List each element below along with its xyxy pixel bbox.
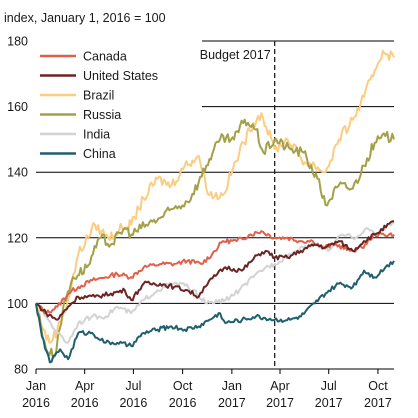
x-tick-labels: Jan 2016 Apr 2016 Jul 2016 Oct 2016 Jan 2017 Apr 20… [22, 379, 392, 410]
series-lines [35, 49, 395, 364]
y-tick-label-80: 80 [14, 363, 28, 377]
y-tick-label-160: 160 [7, 100, 28, 114]
series-line-brazil [35, 49, 395, 344]
series-line-china [35, 260, 395, 364]
legend-label-united-states: United States [83, 69, 158, 83]
x-tick-label-2016-04-01-month: Apr [75, 379, 94, 393]
y-tick-label-120: 120 [7, 231, 28, 245]
x-tick-label-2017-07-01-month: Jul [321, 379, 337, 393]
y-tick-labels: 100 120 140 160 180 80 [7, 35, 28, 377]
legend-label-brazil: Brazil [83, 89, 114, 103]
x-tick-label-2016-10-01-month: Oct [173, 379, 193, 393]
y-unit-label: index, January 1, 2016 = 100 [4, 11, 166, 25]
budget-annotation: Budget 2017 [200, 41, 276, 369]
x-tick-label-2016-01-01-year: 2016 [22, 396, 50, 410]
x-tick-label-2017-07-01-year: 2017 [315, 396, 343, 410]
x-tick-label-2017-10-01-month: Oct [368, 379, 388, 393]
x-tick-label-2016-04-01-year: 2016 [71, 396, 99, 410]
x-tick-label-2017-10-01-year: 2017 [364, 396, 392, 410]
series-line-united-states [35, 220, 395, 321]
x-tick-label-2016-01-01-month: Jan [26, 379, 46, 393]
x-tick-label-2016-07-01-month: Jul [125, 379, 141, 393]
legend-label-china: China [83, 147, 116, 161]
series-line-russia [35, 118, 395, 360]
x-tick-label-2016-07-01-year: 2016 [119, 396, 147, 410]
x-tick-label-2017-01-01-month: Jan [222, 379, 242, 393]
x-tick-label-2017-04-01-year: 2017 [266, 396, 294, 410]
x-tick-label-2017-01-01-year: 2017 [218, 396, 246, 410]
budget-2017-label: Budget 2017 [200, 48, 271, 62]
legend-label-russia: Russia [83, 108, 121, 122]
legend-label-canada: Canada [83, 50, 127, 64]
legend: Canada United States Brazil Russia India Chin… [40, 50, 158, 161]
y-tick-label-140: 140 [7, 166, 28, 180]
legend-label-india: India [83, 128, 110, 142]
x-tick-label-2017-04-01-month: Apr [270, 379, 289, 393]
x-axis [35, 368, 394, 374]
y-tick-label-180: 180 [7, 35, 28, 49]
x-tick-label-2016-10-01-year: 2016 [169, 396, 197, 410]
y-tick-label-100: 100 [7, 297, 28, 311]
